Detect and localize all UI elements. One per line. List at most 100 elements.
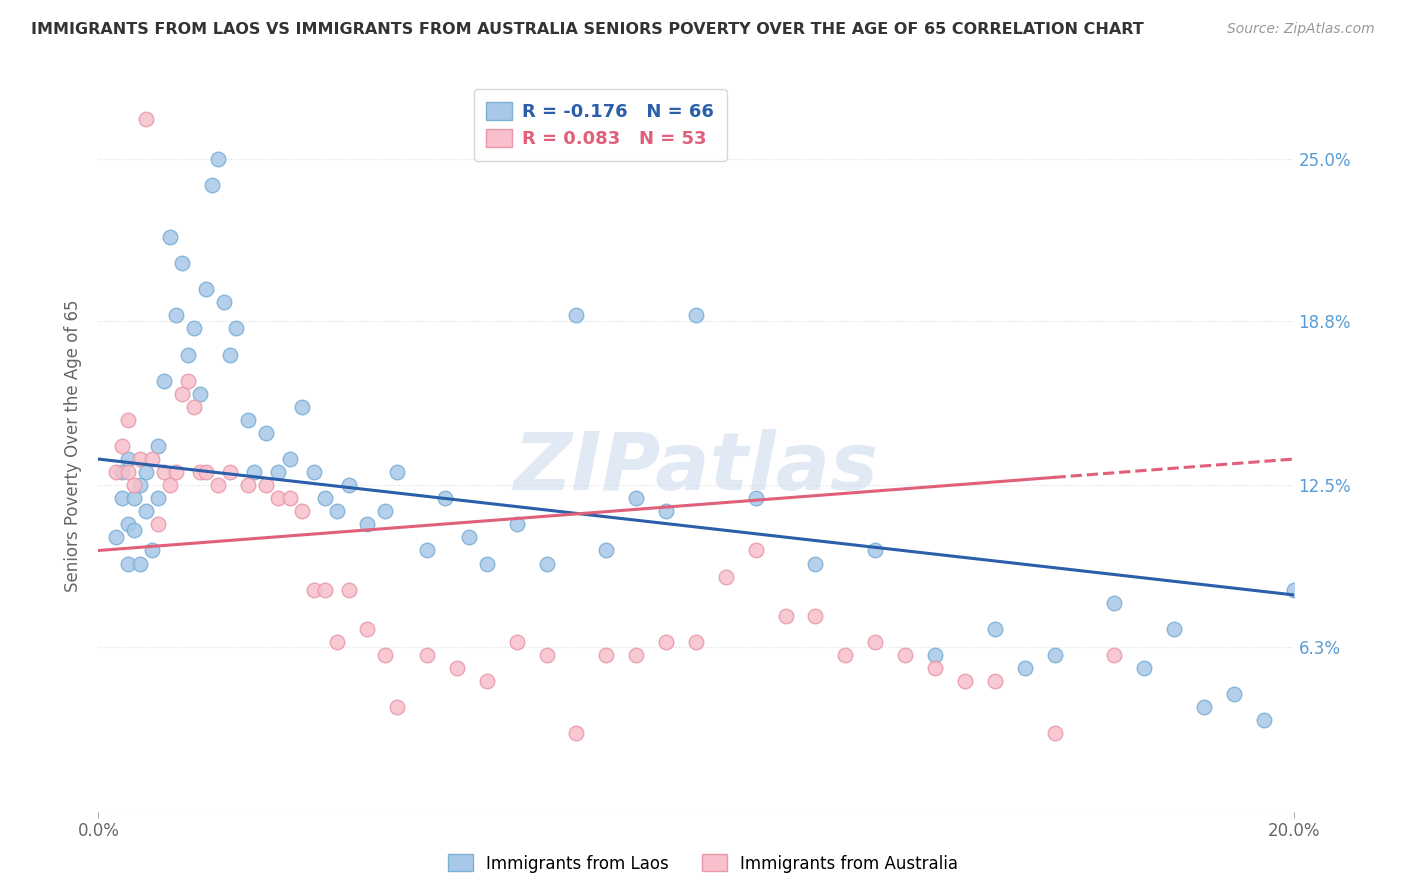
Point xyxy=(953,674,976,689)
Point xyxy=(278,452,301,467)
Point xyxy=(984,622,1007,636)
Point xyxy=(685,635,707,649)
Point xyxy=(117,517,139,532)
Point xyxy=(1163,622,1185,636)
Point xyxy=(225,321,247,335)
Point xyxy=(804,557,827,571)
Point xyxy=(416,543,439,558)
Point xyxy=(141,452,163,467)
Point xyxy=(1192,700,1215,714)
Point xyxy=(135,465,157,479)
Point xyxy=(148,517,170,532)
Point xyxy=(339,478,361,492)
Point xyxy=(315,491,337,506)
Point xyxy=(165,309,187,323)
Point xyxy=(148,439,170,453)
Point xyxy=(135,112,157,127)
Point xyxy=(183,400,205,414)
Point xyxy=(339,582,361,597)
Point xyxy=(207,152,229,166)
Point xyxy=(315,582,337,597)
Point xyxy=(475,674,498,689)
Point xyxy=(188,465,211,479)
Point xyxy=(195,282,218,296)
Point xyxy=(506,517,529,532)
Point xyxy=(117,465,139,479)
Y-axis label: Seniors Poverty Over the Age of 65: Seniors Poverty Over the Age of 65 xyxy=(65,300,83,592)
Point xyxy=(416,648,439,662)
Point xyxy=(374,504,396,518)
Point xyxy=(745,543,768,558)
Point xyxy=(254,478,277,492)
Point xyxy=(236,413,259,427)
Point xyxy=(159,478,181,492)
Point xyxy=(595,543,617,558)
Point xyxy=(141,543,163,558)
Point xyxy=(595,648,617,662)
Point xyxy=(236,478,259,492)
Point xyxy=(111,439,134,453)
Point xyxy=(183,321,205,335)
Point xyxy=(267,491,290,506)
Point xyxy=(117,452,139,467)
Point xyxy=(129,557,152,571)
Point xyxy=(111,465,134,479)
Point xyxy=(117,413,139,427)
Point xyxy=(356,517,378,532)
Point xyxy=(188,386,211,401)
Point xyxy=(1043,648,1066,662)
Point xyxy=(201,178,224,192)
Point xyxy=(655,504,678,518)
Point xyxy=(153,374,176,388)
Point xyxy=(458,530,481,544)
Point xyxy=(924,661,946,675)
Point xyxy=(177,374,200,388)
Point xyxy=(326,504,349,518)
Text: IMMIGRANTS FROM LAOS VS IMMIGRANTS FROM AUSTRALIA SENIORS POVERTY OVER THE AGE O: IMMIGRANTS FROM LAOS VS IMMIGRANTS FROM … xyxy=(31,22,1143,37)
Point xyxy=(153,465,176,479)
Point xyxy=(1223,687,1246,701)
Point xyxy=(1133,661,1156,675)
Point xyxy=(475,557,498,571)
Point xyxy=(446,661,468,675)
Point xyxy=(894,648,917,662)
Point xyxy=(159,230,181,244)
Point xyxy=(195,465,218,479)
Point xyxy=(385,700,409,714)
Point xyxy=(1043,726,1066,740)
Point xyxy=(356,622,378,636)
Point xyxy=(278,491,301,506)
Point xyxy=(865,543,887,558)
Point xyxy=(291,504,314,518)
Point xyxy=(302,582,325,597)
Point xyxy=(172,386,194,401)
Point xyxy=(984,674,1007,689)
Point xyxy=(177,348,200,362)
Point xyxy=(924,648,946,662)
Point xyxy=(148,491,170,506)
Point xyxy=(129,478,152,492)
Point xyxy=(254,425,277,440)
Point xyxy=(124,491,146,506)
Point xyxy=(124,523,146,537)
Point xyxy=(105,530,128,544)
Point xyxy=(626,491,648,506)
Point xyxy=(1282,582,1305,597)
Point xyxy=(105,465,128,479)
Point xyxy=(302,465,325,479)
Point xyxy=(626,648,648,662)
Point xyxy=(804,608,827,623)
Point xyxy=(385,465,409,479)
Legend: Immigrants from Laos, Immigrants from Australia: Immigrants from Laos, Immigrants from Au… xyxy=(441,847,965,880)
Point xyxy=(685,309,707,323)
Point xyxy=(714,569,737,583)
Point xyxy=(207,478,229,492)
Point xyxy=(267,465,290,479)
Point xyxy=(124,478,146,492)
Point xyxy=(212,295,235,310)
Point xyxy=(565,726,588,740)
Point xyxy=(172,256,194,270)
Point xyxy=(506,635,529,649)
Point xyxy=(135,504,157,518)
Point xyxy=(374,648,396,662)
